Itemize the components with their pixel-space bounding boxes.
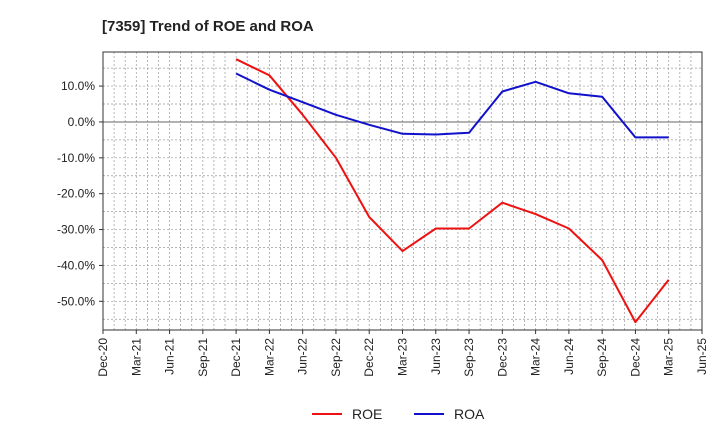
x-tick-label: Jun-25 <box>695 338 709 375</box>
x-tick-label: Dec-20 <box>96 338 110 377</box>
y-axis: 10.0% 0.0% -10.0% -20.0% -30.0% -40.0% -50.0% <box>57 79 103 308</box>
y-tick-label: 10.0% <box>61 79 95 93</box>
x-tick-label: Jun-22 <box>296 338 310 375</box>
x-tick-label: Dec-23 <box>495 338 509 377</box>
x-tick-label: Mar-25 <box>662 338 676 376</box>
series-lines <box>235 58 670 324</box>
x-tick-label: Dec-22 <box>362 338 376 377</box>
x-tick-label: Jun-21 <box>163 338 177 375</box>
y-tick-label: -20.0% <box>57 187 95 201</box>
x-tick-label: Dec-24 <box>628 338 642 377</box>
plot-area <box>102 51 703 331</box>
legend-label-roa: ROA <box>454 406 485 422</box>
x-tick-label: Sep-21 <box>196 338 210 377</box>
legend-label-roe: ROE <box>352 406 382 422</box>
x-tick-label: Sep-24 <box>595 338 609 377</box>
x-tick-label: Mar-22 <box>262 338 276 376</box>
x-tick-label: Mar-23 <box>396 338 410 376</box>
y-tick-label: -10.0% <box>57 151 95 165</box>
x-tick-label: Jun-24 <box>562 338 576 375</box>
y-tick-label: -50.0% <box>57 294 95 308</box>
x-tick-label: Dec-21 <box>229 338 243 377</box>
series-line-roa <box>235 72 669 139</box>
y-tick-label: -40.0% <box>57 258 95 272</box>
x-tick-label: Mar-21 <box>129 338 143 376</box>
x-tick-label: Mar-24 <box>529 338 543 376</box>
series-line-roe <box>235 58 670 324</box>
y-tick-label: 0.0% <box>68 115 96 129</box>
x-tick-label: Sep-23 <box>462 338 476 377</box>
y-tick-label: -30.0% <box>57 223 95 237</box>
legend: ROE ROA <box>312 406 485 422</box>
chart-title: [7359] Trend of ROE and ROA <box>102 18 314 35</box>
x-axis: Dec-20 Mar-21 Jun-21 Sep-21 Dec-21 Mar-22 Jun-… <box>96 330 709 377</box>
x-tick-label: Sep-22 <box>329 338 343 377</box>
x-tick-label: Jun-23 <box>429 338 443 375</box>
